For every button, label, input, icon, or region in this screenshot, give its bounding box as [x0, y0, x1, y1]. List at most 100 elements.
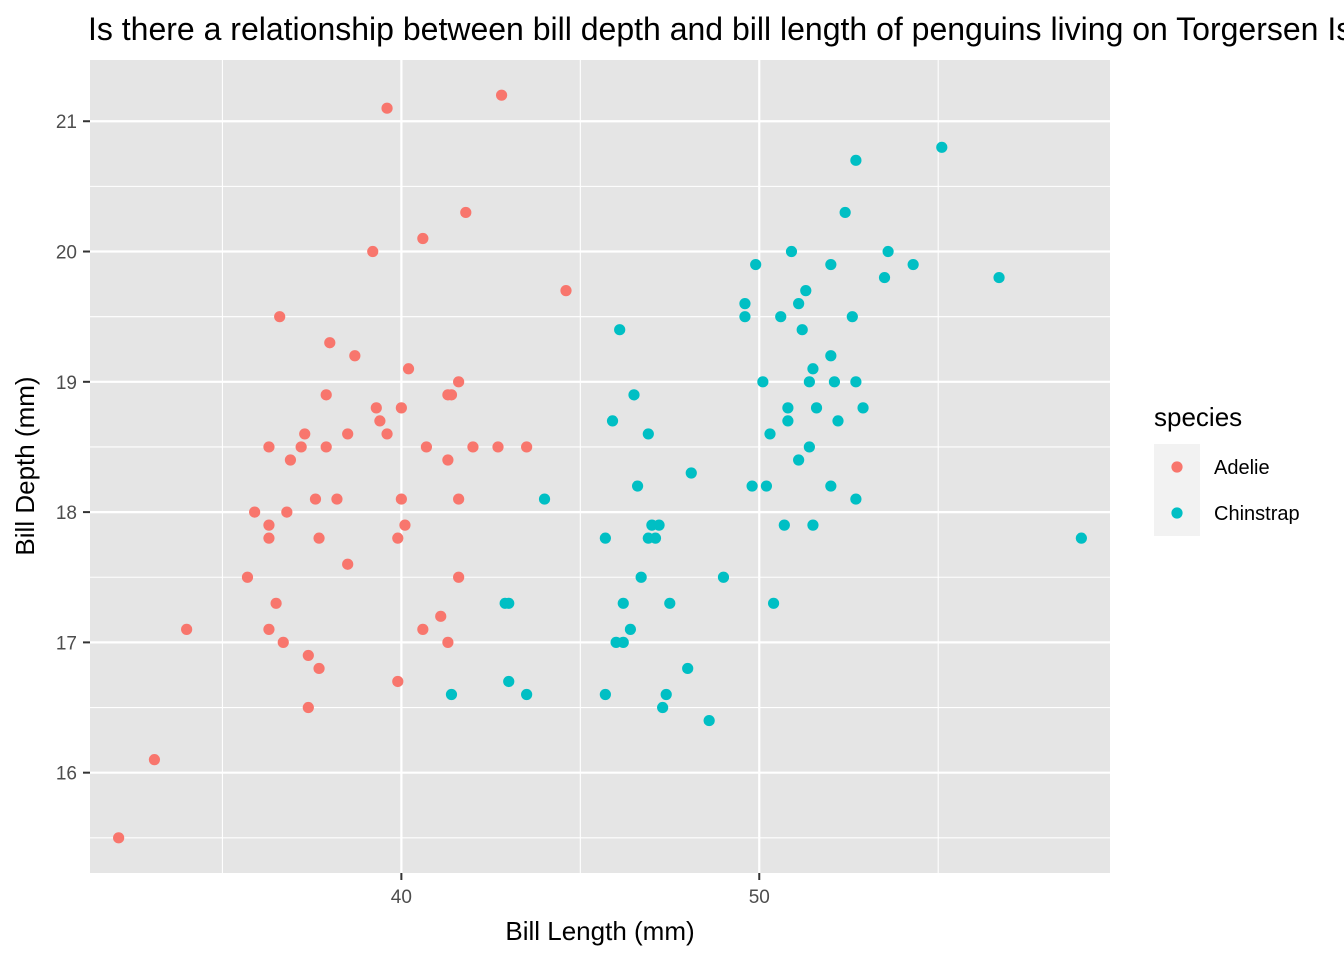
y-axis-title: Bill Depth (mm) — [10, 376, 40, 555]
x-tick-label: 40 — [391, 887, 412, 908]
point-chinstrap — [793, 298, 805, 310]
y-tick-label: 20 — [56, 243, 77, 264]
point-chinstrap — [907, 258, 919, 271]
point-chinstrap — [882, 245, 894, 258]
point-chinstrap — [606, 415, 619, 427]
point-chinstrap — [642, 428, 654, 440]
point-chinstrap — [739, 298, 751, 310]
point-chinstrap — [825, 258, 837, 271]
point-adelie — [367, 245, 379, 258]
point-adelie — [402, 363, 415, 375]
point-chinstrap — [839, 206, 851, 219]
legend-label-chinstrap: Chinstrap — [1214, 503, 1300, 525]
point-adelie — [381, 102, 393, 114]
point-adelie — [392, 532, 404, 544]
point-adelie — [331, 493, 343, 505]
point-adelie — [342, 428, 354, 440]
point-chinstrap — [800, 285, 812, 297]
point-chinstrap — [850, 376, 862, 388]
point-adelie — [460, 206, 472, 219]
point-chinstrap — [746, 480, 758, 492]
legend-symbol-chinstrap — [1171, 507, 1183, 519]
point-chinstrap — [685, 467, 697, 479]
point-adelie — [324, 337, 336, 349]
point-adelie — [320, 389, 332, 401]
point-adelie — [453, 493, 465, 505]
point-chinstrap — [782, 402, 794, 414]
x-axis: 40 50 — [391, 873, 770, 908]
point-adelie — [453, 376, 465, 388]
legend: species Adelie Chinstrap — [1154, 402, 1300, 536]
point-chinstrap — [503, 597, 515, 609]
point-adelie — [417, 232, 429, 245]
point-adelie — [263, 441, 275, 453]
y-tick-label: 19 — [56, 373, 77, 394]
point-chinstrap — [846, 311, 858, 323]
point-adelie — [417, 623, 429, 635]
point-adelie — [299, 428, 311, 440]
point-adelie — [435, 610, 447, 622]
y-tick-label: 17 — [56, 633, 77, 654]
point-adelie — [302, 701, 314, 714]
point-chinstrap — [850, 493, 862, 505]
y-tick-label: 21 — [56, 112, 77, 133]
point-chinstrap — [521, 688, 533, 701]
point-chinstrap — [832, 415, 844, 427]
point-chinstrap — [825, 350, 837, 362]
point-chinstrap — [760, 480, 773, 492]
point-adelie — [281, 506, 293, 518]
point-adelie — [442, 454, 454, 466]
point-chinstrap — [878, 271, 891, 284]
point-chinstrap — [767, 597, 780, 609]
point-adelie — [241, 571, 254, 583]
plot-panel — [90, 60, 1110, 873]
legend-title: species — [1154, 402, 1242, 432]
point-chinstrap — [717, 571, 730, 583]
point-chinstrap — [599, 532, 611, 544]
point-adelie — [274, 311, 286, 323]
point-chinstrap — [828, 376, 841, 388]
point-chinstrap — [775, 311, 787, 323]
point-chinstrap — [657, 701, 669, 714]
point-adelie — [263, 519, 275, 531]
point-adelie — [263, 532, 275, 544]
point-chinstrap — [757, 376, 769, 388]
point-adelie — [342, 558, 354, 570]
point-chinstrap — [628, 389, 640, 401]
point-chinstrap — [703, 714, 715, 727]
legend-label-adelie: Adelie — [1214, 457, 1270, 479]
legend-symbol-adelie — [1171, 461, 1183, 473]
point-chinstrap — [803, 376, 815, 388]
point-chinstrap — [599, 688, 611, 701]
point-adelie — [467, 441, 479, 453]
x-axis-title: Bill Length (mm) — [505, 916, 694, 946]
point-adelie — [420, 441, 433, 453]
point-adelie — [113, 832, 125, 844]
point-chinstrap — [850, 154, 862, 166]
point-adelie — [263, 623, 275, 635]
point-chinstrap — [1075, 532, 1087, 544]
point-adelie — [313, 532, 325, 544]
point-chinstrap — [793, 454, 805, 466]
point-adelie — [492, 441, 504, 453]
point-chinstrap — [778, 519, 790, 531]
point-chinstrap — [538, 493, 551, 505]
point-chinstrap — [660, 688, 672, 701]
point-chinstrap — [614, 324, 626, 336]
minor-gridlines — [90, 60, 1110, 873]
point-chinstrap — [810, 402, 823, 414]
point-chinstrap — [936, 141, 948, 153]
point-adelie — [395, 493, 407, 505]
point-chinstrap — [739, 311, 751, 323]
point-chinstrap — [764, 428, 776, 440]
point-adelie — [349, 350, 361, 362]
point-adelie — [295, 441, 307, 453]
point-adelie — [309, 493, 322, 505]
point-adelie — [270, 597, 282, 609]
point-adelie — [302, 649, 314, 662]
point-chinstrap — [803, 441, 815, 453]
point-adelie — [249, 506, 261, 518]
point-chinstrap — [445, 688, 458, 701]
